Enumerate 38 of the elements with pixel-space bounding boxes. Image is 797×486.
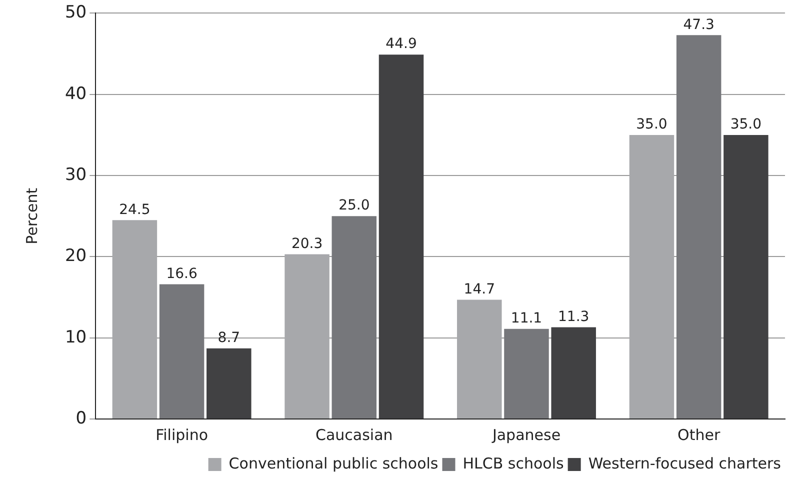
y-tick-label: 10 bbox=[64, 327, 87, 348]
y-tick-label: 50 bbox=[64, 2, 87, 23]
data-label: 35.0 bbox=[730, 116, 762, 133]
data-label: 11.1 bbox=[510, 310, 542, 327]
bar bbox=[724, 134, 768, 418]
x-tick-label: Other bbox=[678, 426, 721, 444]
legend-label: Conventional public schools bbox=[228, 454, 438, 472]
y-tick-label: 20 bbox=[64, 246, 87, 266]
y-tick-label: 40 bbox=[64, 84, 87, 104]
data-label: 11.3 bbox=[558, 308, 590, 325]
data-label: 47.3 bbox=[683, 16, 714, 33]
bar bbox=[457, 300, 502, 418]
bar bbox=[159, 284, 204, 418]
bar bbox=[206, 348, 252, 418]
data-label: 14.7 bbox=[464, 281, 495, 298]
data-label: 44.9 bbox=[386, 36, 417, 52]
bar bbox=[629, 134, 674, 418]
bar bbox=[332, 216, 377, 418]
bar bbox=[551, 327, 596, 418]
y-tick-label: 30 bbox=[64, 164, 87, 185]
data-label: 35.0 bbox=[636, 116, 668, 133]
x-tick-label: Filipino bbox=[156, 426, 208, 444]
legend-label: HLCB schools bbox=[462, 454, 564, 472]
x-tick-label: Japanese bbox=[491, 426, 561, 444]
bar bbox=[378, 54, 424, 418]
data-label: 20.3 bbox=[291, 236, 323, 252]
legend-label: Western-focused charters bbox=[588, 454, 782, 472]
x-tick-label: Caucasian bbox=[315, 426, 393, 444]
data-label: 24.5 bbox=[119, 202, 150, 218]
bar bbox=[112, 220, 158, 418]
data-label: 25.0 bbox=[338, 198, 370, 214]
bar bbox=[504, 328, 549, 418]
y-tick-label: 0 bbox=[76, 408, 87, 428]
data-label: 8.7 bbox=[218, 330, 240, 346]
data-label: 16.6 bbox=[166, 266, 198, 282]
bar bbox=[284, 254, 330, 418]
bar bbox=[676, 35, 722, 418]
y-axis-title: Percent bbox=[22, 188, 41, 244]
